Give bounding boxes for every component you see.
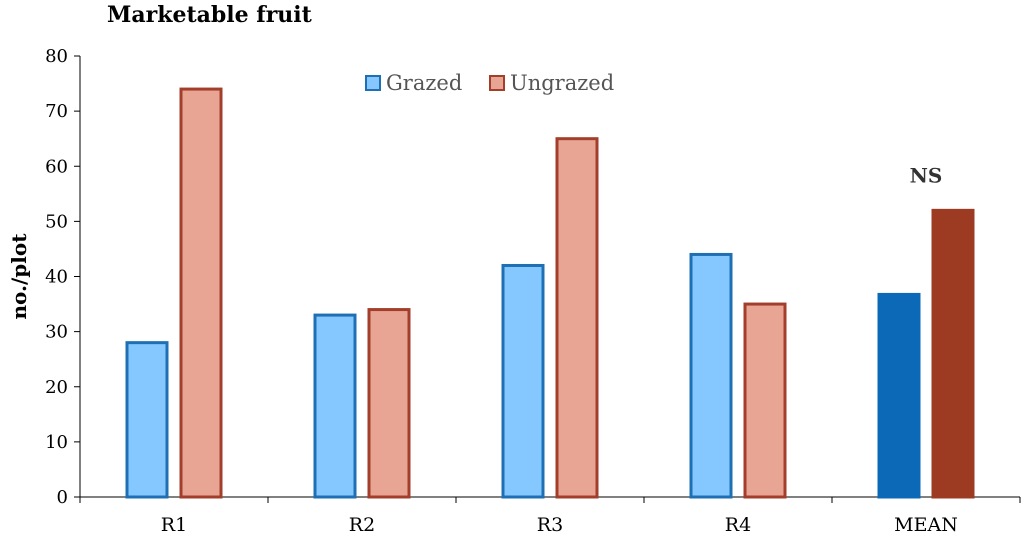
significance-annotation: NS — [910, 163, 943, 187]
y-tick-label: 40 — [45, 267, 68, 288]
bar-grazed-r2 — [313, 313, 357, 499]
bar-grazed-r3 — [501, 263, 545, 499]
bar-ungrazed-r1 — [179, 87, 223, 499]
y-tick-label: 70 — [45, 101, 68, 122]
y-tick-label: 50 — [45, 211, 68, 232]
x-tick-label: R1 — [161, 514, 187, 536]
y-tick-label: 60 — [45, 156, 68, 177]
bar-ungrazed-r2 — [367, 308, 411, 499]
y-tick-label: 10 — [45, 432, 68, 453]
bar-ungrazed-mean — [931, 208, 975, 499]
legend-label-grazed: Grazed — [386, 71, 462, 95]
y-tick-label: 0 — [57, 487, 68, 508]
x-tick-label: R4 — [725, 514, 751, 536]
x-tick-label: MEAN — [894, 514, 958, 536]
bar-grazed-r1 — [125, 341, 169, 499]
x-tick-label: R3 — [537, 514, 563, 536]
y-tick-label: 30 — [45, 322, 68, 343]
bar-ungrazed-r3 — [555, 137, 599, 499]
y-axis-label: no./plot — [7, 233, 31, 320]
bar-ungrazed-r4 — [743, 302, 787, 499]
y-tick-label: 80 — [45, 46, 68, 67]
legend-swatch-ungrazed — [489, 75, 505, 91]
legend-label-ungrazed: Ungrazed — [510, 71, 614, 95]
bar-grazed-r4 — [689, 252, 733, 499]
y-tick-label: 20 — [45, 377, 68, 398]
x-tick-label: R2 — [349, 514, 375, 536]
bar-grazed-mean — [877, 292, 921, 499]
legend-swatch-grazed — [365, 75, 381, 91]
chart-title: Marketable fruit — [107, 2, 312, 28]
